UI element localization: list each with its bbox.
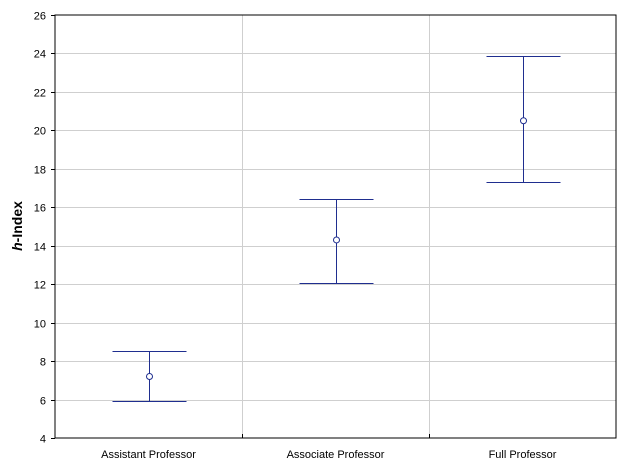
plot-frame	[54, 14, 617, 439]
y-tick-label: 20	[34, 126, 46, 138]
y-tick-label: 6	[40, 396, 46, 408]
y-tick-label: 14	[34, 242, 46, 254]
x-tick-label: Associate Professor	[287, 449, 385, 461]
y-tick-label: 16	[34, 203, 46, 215]
y-tick-label: 22	[34, 88, 46, 100]
mean-point	[520, 117, 527, 125]
y-axis: 4 6 8 10 12 14 16 18 20 22 24 26	[34, 11, 55, 446]
grid-lines	[55, 15, 616, 438]
y-tick-label: 26	[34, 11, 46, 23]
y-axis-label: h-Index	[9, 201, 25, 251]
y-tick-label: 4	[40, 434, 46, 446]
y-tick-label: 24	[34, 49, 46, 61]
y-tick-label: 12	[34, 280, 46, 292]
y-tick-label: 8	[40, 357, 46, 369]
data-series	[112, 56, 561, 402]
x-tick-label: Full Professor	[489, 449, 557, 461]
x-tick-label: Assistant Professor	[101, 449, 196, 461]
y-tick-label: 10	[34, 319, 46, 331]
y-tick-label: 18	[34, 165, 46, 177]
x-axis: Assistant Professor Associate Professor Fu…	[101, 434, 557, 461]
mean-point	[333, 236, 340, 244]
mean-point	[146, 372, 153, 380]
